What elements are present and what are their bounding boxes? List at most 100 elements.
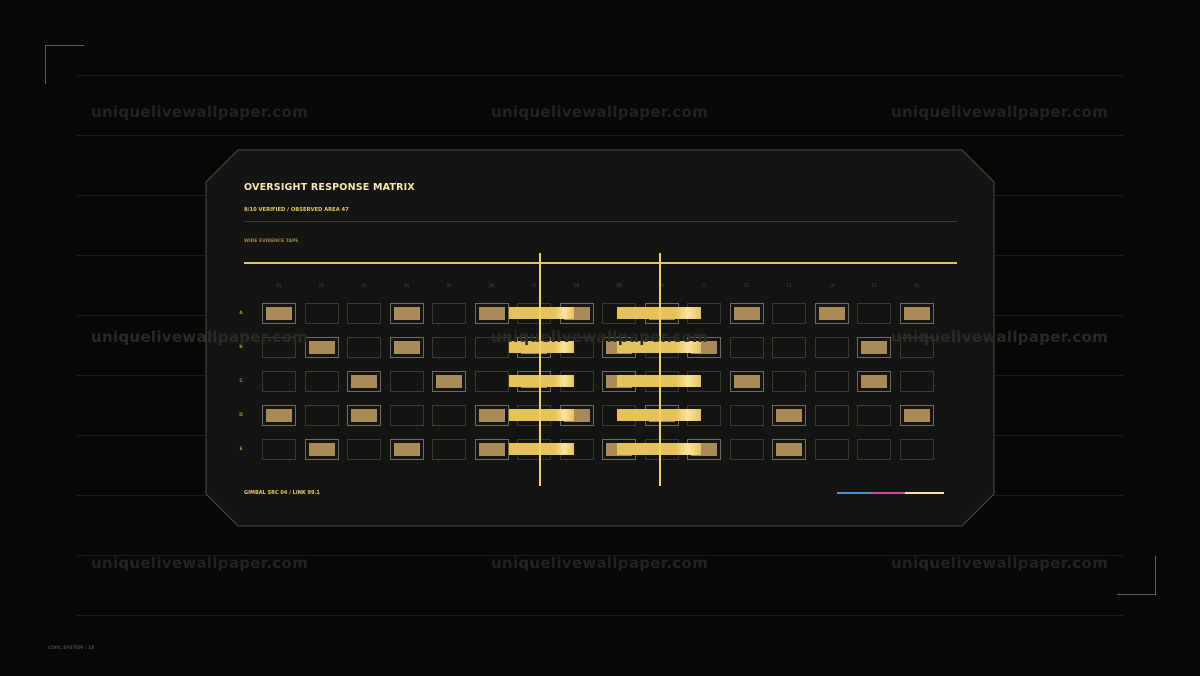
matrix-cell[interactable]	[389, 439, 424, 460]
matrix-cell[interactable]	[262, 371, 296, 392]
matrix-cell[interactable]	[814, 303, 849, 324]
matrix-cell[interactable]	[772, 337, 806, 358]
matrix-cell[interactable]	[432, 439, 466, 460]
row-label: E	[239, 447, 243, 452]
matrix-cell[interactable]	[347, 405, 381, 426]
panel-title: OVERSIGHT RESPONSE MATRIX	[244, 182, 415, 193]
column-label: 11	[701, 283, 707, 288]
matrix-cell[interactable]	[899, 337, 934, 358]
column-label: 07	[531, 283, 537, 288]
matrix-cell[interactable]	[432, 405, 466, 426]
matrix-cell[interactable]	[899, 439, 934, 460]
evidence-bar	[509, 307, 574, 319]
matrix-cell[interactable]	[262, 439, 296, 460]
cell-fill	[776, 409, 802, 422]
matrix-cell[interactable]	[857, 439, 891, 460]
matrix-cell[interactable]	[474, 303, 509, 324]
matrix-cell[interactable]	[304, 405, 339, 426]
background-grid-line	[76, 555, 1124, 556]
matrix-cell[interactable]	[474, 371, 509, 392]
row-label: C	[239, 379, 243, 384]
cell-fill	[861, 341, 887, 354]
matrix-cell[interactable]	[857, 371, 891, 392]
matrix-cell[interactable]	[432, 371, 466, 392]
matrix-cell[interactable]	[347, 303, 381, 324]
footer-status: GIMBAL SRC 04 / LINK 99.1	[244, 490, 320, 496]
matrix-cell[interactable]	[729, 303, 764, 324]
matrix-cell[interactable]	[814, 337, 849, 358]
column-label: 15	[871, 283, 877, 288]
column-label: 06	[488, 283, 495, 288]
cell-fill	[818, 307, 845, 320]
color-legend-strip	[837, 492, 944, 494]
matrix-cell[interactable]	[857, 337, 891, 358]
matrix-cell[interactable]	[262, 405, 296, 426]
watermark: uniquelivewallpaper.com	[891, 103, 1109, 121]
matrix-cell[interactable]	[474, 405, 509, 426]
matrix-cell[interactable]	[772, 303, 806, 324]
cell-fill	[266, 307, 292, 320]
cell-fill	[776, 443, 802, 456]
row-label: A	[239, 311, 243, 316]
matrix-cell[interactable]	[432, 303, 466, 324]
matrix-cell[interactable]	[304, 439, 339, 460]
background-grid-line	[76, 615, 1124, 616]
matrix-cell[interactable]	[389, 371, 424, 392]
row-label: D	[239, 413, 243, 418]
matrix-cell[interactable]	[304, 303, 339, 324]
cell-fill	[308, 341, 335, 354]
matrix-cell[interactable]	[262, 303, 296, 324]
matrix-cell[interactable]	[857, 303, 891, 324]
cell-fill	[903, 307, 930, 320]
matrix-cell[interactable]	[899, 371, 934, 392]
matrix-cell[interactable]	[262, 337, 296, 358]
scan-cursor[interactable]	[659, 253, 661, 486]
matrix-cell[interactable]	[899, 405, 934, 426]
column-label: 08	[573, 283, 580, 288]
matrix-cell[interactable]	[304, 337, 339, 358]
matrix-cell[interactable]	[304, 371, 339, 392]
column-label: 05	[446, 283, 452, 288]
column-label: 14	[828, 283, 835, 288]
matrix-cell[interactable]	[474, 337, 509, 358]
matrix-cell[interactable]	[729, 337, 764, 358]
row-label: B	[239, 345, 243, 350]
cell-fill	[861, 375, 887, 388]
column-label: 16	[913, 283, 920, 288]
matrix-cell[interactable]	[389, 337, 424, 358]
matrix-cell[interactable]	[814, 405, 849, 426]
matrix-cell[interactable]	[474, 439, 509, 460]
matrix-cell[interactable]	[857, 405, 891, 426]
matrix-cell[interactable]	[772, 439, 806, 460]
matrix-cell[interactable]	[814, 371, 849, 392]
cell-fill	[351, 409, 377, 422]
matrix-cell[interactable]	[772, 371, 806, 392]
matrix-cell[interactable]	[729, 405, 764, 426]
matrix-cell[interactable]	[772, 405, 806, 426]
matrix-cell[interactable]	[432, 337, 466, 358]
column-label: 04	[403, 283, 410, 288]
corner-bracket-bottom-right	[1117, 556, 1156, 595]
matrix-cell[interactable]	[347, 439, 381, 460]
matrix-cell[interactable]	[347, 371, 381, 392]
column-label: 03	[361, 283, 367, 288]
watermark: uniquelivewallpaper.com	[891, 328, 1109, 346]
background-grid-line	[76, 135, 1124, 136]
evidence-bar	[509, 375, 574, 387]
watermark: uniquelivewallpaper.com	[891, 554, 1109, 572]
legend-segment	[871, 492, 905, 494]
matrix-cell[interactable]	[729, 371, 764, 392]
watermark: uniquelivewallpaper.com	[491, 103, 709, 121]
column-label: 12	[743, 283, 750, 288]
divider	[244, 221, 957, 222]
cell-fill	[393, 307, 420, 320]
matrix-cell[interactable]	[814, 439, 849, 460]
matrix-cell[interactable]	[389, 303, 424, 324]
matrix-cell[interactable]	[899, 303, 934, 324]
scan-cursor[interactable]	[539, 253, 541, 486]
matrix-cell[interactable]	[389, 405, 424, 426]
matrix-cell[interactable]	[729, 439, 764, 460]
matrix-cell[interactable]	[347, 337, 381, 358]
cell-fill	[393, 443, 420, 456]
